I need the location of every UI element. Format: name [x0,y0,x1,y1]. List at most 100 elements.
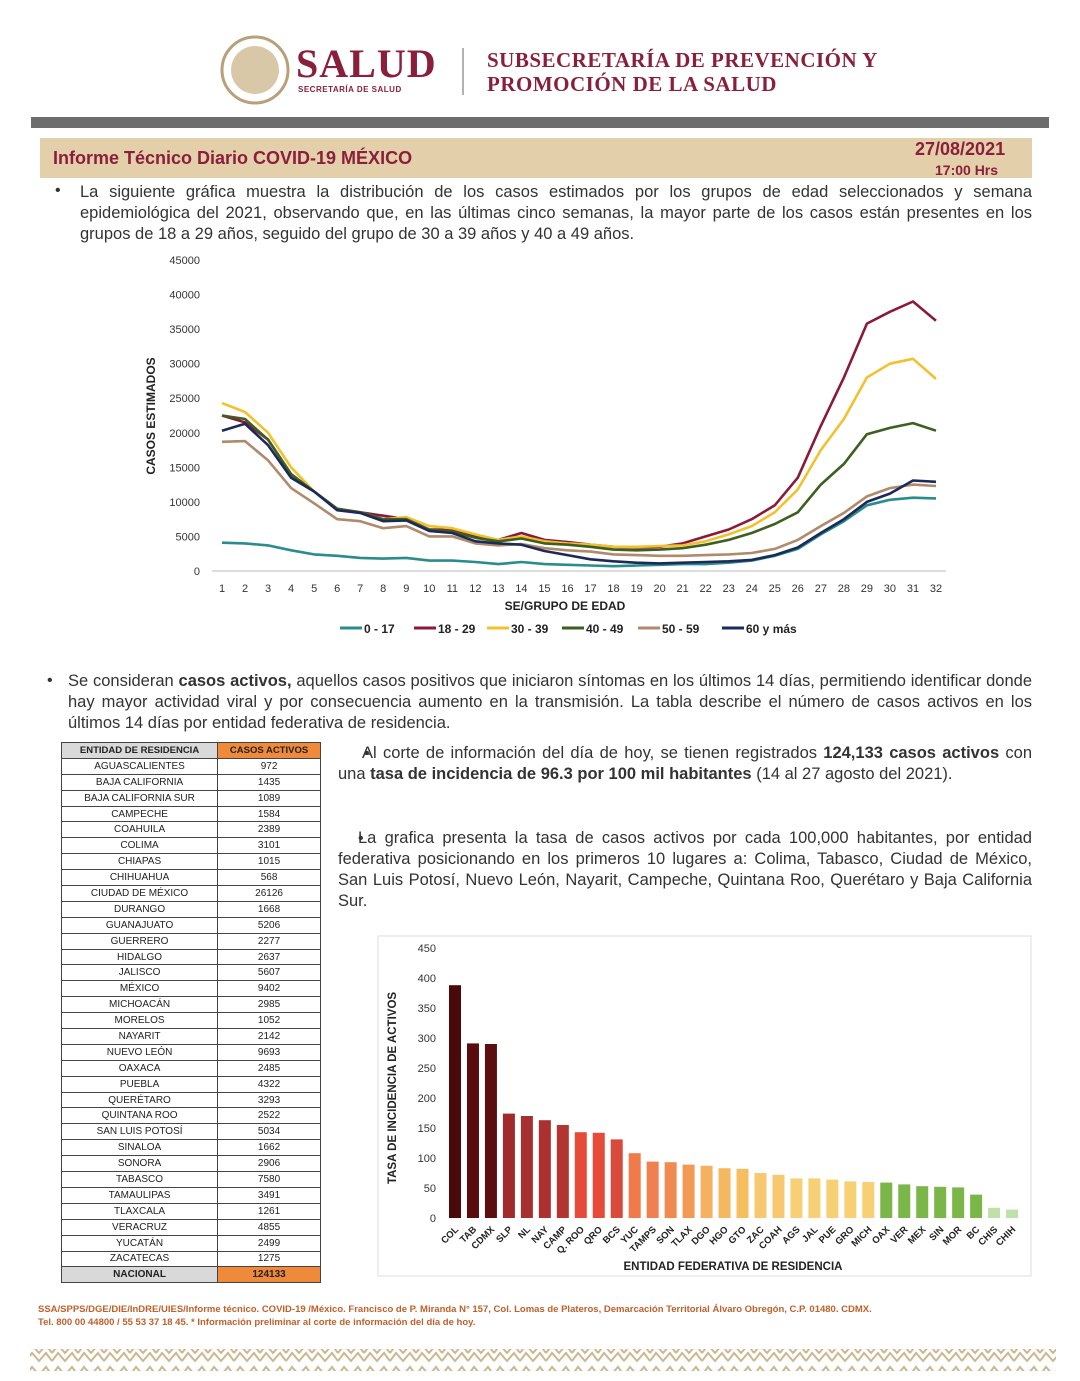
value-cell: 3293 [217,1091,321,1109]
state-cell: TLAXCALA [60,1202,219,1220]
legend-label: 50 - 59 [662,622,700,636]
bar [808,1178,821,1218]
x-tick-label: 23 [723,583,735,595]
footer-pattern [30,1349,1056,1371]
value-cell: 1662 [217,1139,321,1157]
state-cell: NAYARIT [60,1028,219,1045]
table-row: COLIMA 3101 [60,837,321,855]
x-tick-label: 25 [769,583,781,595]
x-tick-label: 21 [677,583,689,595]
bullet: • [55,182,61,199]
text: con una [338,744,1033,783]
x-tick-label: JAL [800,1224,821,1245]
table-row: BAJA CALIFORNIA SUR 1089 [60,789,321,807]
bar [664,1162,677,1218]
value-cell: 9402 [217,980,321,998]
paragraph: La siguiente gráfica muestra la distribu… [80,182,1032,245]
x-tick-label: MICH [849,1224,874,1249]
bar [916,1186,929,1218]
state-cell: CIUDAD DE MÉXICO [60,885,219,902]
bar [556,1125,569,1218]
state-cell: QUERÉTARO [60,1091,219,1109]
value-cell: 1052 [217,1012,321,1030]
logo-seal-center [231,46,279,94]
total-value: 124133 [217,1266,321,1284]
table-row: COAHUILA 2389 [60,821,321,839]
y-axis-title: CASOS ESTIMADOS [144,357,158,474]
table-row: HIDALGO 2637 [60,948,321,966]
bar [484,1044,497,1218]
table-row: YUCATÁN 2499 [60,1234,321,1252]
text: (14 al 27 agosto del 2021). [751,765,953,783]
table-row: OAXACA 2485 [60,1059,321,1077]
title-band [40,138,1032,178]
state-cell: TAMAULIPAS [60,1186,219,1204]
state-cell: MICHOACÁN [60,996,219,1014]
x-tick-label: OAX [870,1224,893,1247]
x-tick-label: 22 [700,583,712,595]
state-cell: MORELOS [60,1012,219,1030]
text-bold: casos activos, [178,672,292,690]
report-time: 17:00 Hrs [935,162,999,178]
x-tick-label: MEX [906,1224,929,1247]
legend-label: 0 - 17 [364,622,395,636]
bar [790,1178,803,1218]
bar [988,1207,1001,1218]
x-tick-label: 10 [423,583,435,595]
value-cell: 7580 [217,1171,321,1188]
active-cases-table: ENTIDAD DE RESIDENCIA CASOS ACTIVOS AGUASC… [60,742,321,1284]
value-cell: 972 [217,757,321,775]
table-row: CHIAPAS 1015 [60,853,321,871]
y-tick-label: 0 [430,1213,436,1225]
bar [862,1182,875,1218]
state-cell: OAXACA [60,1059,219,1077]
state-cell: HIDALGO [60,948,219,966]
text-bold: tasa de incidencia de 96.3 por 100 mil h… [370,765,752,783]
x-tick-label: 2 [242,583,248,595]
table-row: NAYARIT 2142 [60,1028,321,1045]
state-cell: SAN LUIS POTOSÍ [60,1123,219,1141]
bar [610,1139,623,1218]
value-cell: 2389 [217,821,321,839]
bar [449,985,461,1218]
value-cell: 4322 [217,1075,321,1093]
x-tick-label: 9 [403,583,409,595]
bar [718,1168,731,1218]
legend-label: 18 - 29 [438,622,476,636]
x-tick-label: 12 [469,583,481,595]
state-cell: MÉXICO [60,980,219,998]
y-tick-label: 15000 [169,462,200,474]
value-cell: 2906 [217,1155,321,1173]
x-tick-label: 11 [447,583,458,595]
bar [520,1116,533,1218]
legend-label: 40 - 49 [586,622,624,636]
text: La grafica presenta la tasa de casos act… [338,829,1032,910]
bar [754,1173,767,1218]
legend-label: 60 y más [746,622,797,636]
state-cell: SONORA [60,1155,219,1173]
x-tick-label: 5 [311,583,317,595]
bar [826,1179,839,1218]
x-tick-label: 6 [334,583,340,595]
x-tick-label: SLP [494,1224,515,1245]
y-tick-label: 350 [418,1003,436,1015]
table-row: GUANAJUATO 5206 [60,916,321,934]
table-row: TLAXCALA 1261 [60,1202,321,1220]
state-cell: BAJA CALIFORNIA SUR [60,789,219,807]
table-row: ZACATECAS 1275 [60,1250,321,1268]
x-tick-label: 19 [630,583,642,595]
value-cell: 5607 [217,964,321,982]
value-cell: 1089 [217,789,321,807]
x-tick-label: 32 [930,583,942,595]
header-row: ENTIDAD DE RESIDENCIA CASOS ACTIVOS [60,742,321,759]
value-cell: 2499 [217,1234,321,1252]
x-tick-label: 15 [538,583,550,595]
state-cell: JALISCO [60,964,219,982]
footer: SSA/SPPS/DGE/DIE/InDRE/UIES/Informe técn… [38,1303,1048,1329]
x-tick-label: 16 [561,583,573,595]
table-row: PUEBLA 4322 [60,1075,321,1093]
table-row: GUERRERO 2277 [60,932,321,950]
table-row: AGUASCALIENTES 972 [60,757,321,775]
y-tick-label: 200 [418,1093,436,1105]
